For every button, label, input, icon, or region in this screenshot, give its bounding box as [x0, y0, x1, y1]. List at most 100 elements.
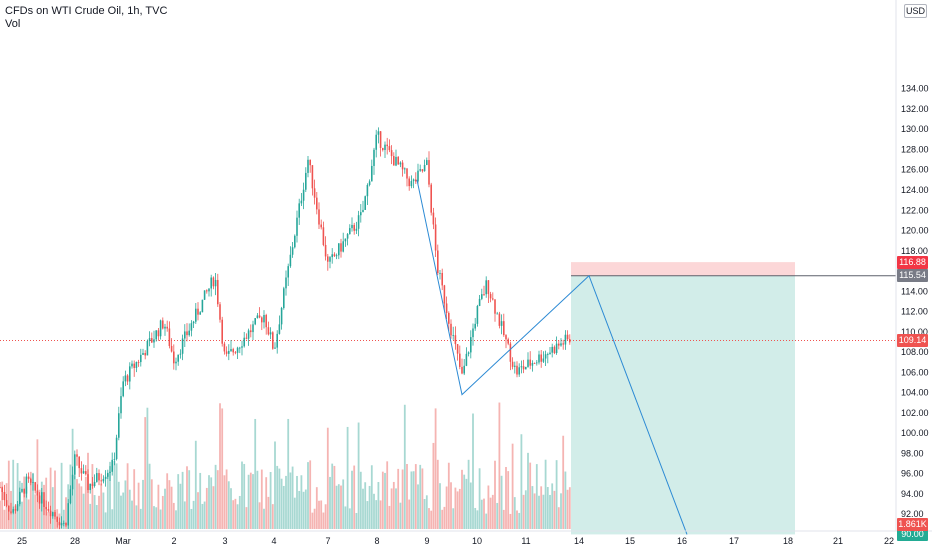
candle-body [263, 315, 265, 323]
candle-body [206, 290, 208, 292]
volume-bar [276, 465, 279, 529]
candle-body [300, 200, 303, 204]
candle-body [63, 522, 65, 524]
time-tick-label: 2 [171, 536, 176, 546]
candle-body [38, 495, 41, 504]
time-tick-label: 17 [729, 536, 739, 546]
candle-body [430, 184, 432, 213]
volume-bar [126, 463, 129, 529]
candle-body [355, 228, 358, 231]
price-tick-label: 126.00 [901, 165, 929, 175]
candle-body [320, 224, 322, 228]
volume-bar [546, 487, 549, 529]
price-tick-label: 96.00 [901, 469, 924, 479]
volume-bar [520, 434, 523, 529]
symbol-title[interactable]: CFDs on WTI Crude Oil, 1h, TVC [5, 5, 168, 17]
candle-body [474, 323, 476, 329]
candle-body [465, 353, 468, 366]
time-tick-label: 16 [677, 536, 687, 546]
candle-body [432, 212, 435, 225]
volume-bar [254, 418, 257, 529]
volume-bar [304, 489, 307, 529]
candle-body [351, 224, 353, 229]
candle-body [417, 170, 419, 182]
candle-body [80, 468, 83, 474]
candle-body [397, 156, 399, 165]
candle-body [529, 359, 531, 366]
candle-body [533, 363, 536, 364]
time-tick-label: 28 [70, 536, 80, 546]
volume-bar [434, 408, 437, 529]
candle-body [272, 332, 274, 349]
volume-bar [443, 506, 446, 529]
price-tick-label: 130.00 [901, 124, 929, 134]
candle-body [342, 241, 344, 252]
volume-bar [333, 465, 336, 529]
candle-body [520, 366, 523, 368]
volume-bar [164, 488, 166, 529]
candle-body [335, 255, 338, 257]
projection-line [416, 179, 688, 535]
candle-body [467, 352, 470, 354]
candle-body [445, 303, 448, 313]
candle-body [371, 165, 373, 182]
candle-body [175, 361, 177, 364]
volume-bar [564, 471, 567, 529]
candle-body [34, 482, 36, 491]
currency-button[interactable]: USD [904, 4, 927, 18]
volume-bar [307, 462, 309, 529]
candle-body [443, 285, 446, 304]
volume-bar [320, 500, 323, 529]
candle-body [195, 308, 197, 322]
candle-body [439, 272, 441, 274]
volume-bar [340, 485, 342, 529]
candle-body [322, 227, 325, 245]
volume-bar [21, 501, 23, 529]
candle-body [239, 347, 241, 349]
candle-body [549, 352, 551, 355]
volume-bar [298, 490, 301, 529]
volume-bar [216, 470, 219, 529]
candle-body [373, 149, 375, 166]
volume-bar [392, 481, 395, 529]
volume-bar [518, 512, 521, 529]
volume-bar [370, 465, 373, 529]
volume-bar [337, 484, 340, 529]
candle-body [485, 280, 487, 295]
candle-body [514, 365, 516, 367]
time-tick-label: 25 [17, 536, 27, 546]
candle-body [58, 521, 61, 526]
candle-body [307, 159, 309, 173]
candle-body [173, 351, 175, 364]
candle-body [283, 288, 285, 308]
time-tick-label: 22 [884, 536, 894, 546]
candle-body [313, 188, 316, 198]
volume-bar [403, 404, 406, 529]
price-tick-label: 128.00 [901, 144, 929, 154]
candle-body [162, 320, 164, 329]
candle-body [410, 181, 413, 187]
volume-bar [73, 475, 76, 529]
volume-bar [441, 509, 444, 529]
volume-bar [205, 487, 208, 529]
volume-bar [487, 485, 490, 529]
candle-body [5, 500, 8, 506]
volume-bar [199, 472, 202, 529]
candle-body [256, 315, 259, 319]
candle-body [456, 344, 459, 354]
volume-bar [472, 413, 474, 529]
volume-bar [425, 495, 428, 529]
volume-bar [54, 470, 56, 529]
candle-body [276, 333, 278, 348]
volume-bar [527, 452, 529, 529]
time-axis[interactable]: 25 28 Mar 2 3 4 7 8 9 10 11 14 15 16 17 18 21 22 [17, 536, 894, 546]
candle-body [179, 353, 182, 355]
projection-drawing[interactable] [416, 179, 688, 535]
volume-bar [181, 471, 184, 529]
volume-bar [357, 422, 360, 529]
candle-body [558, 343, 560, 346]
candle-body [47, 509, 50, 511]
price-axis[interactable]: 92.00 94.00 96.00 98.00 100.00 102.00 104.00 10… [901, 84, 929, 519]
candle-body [203, 290, 206, 300]
